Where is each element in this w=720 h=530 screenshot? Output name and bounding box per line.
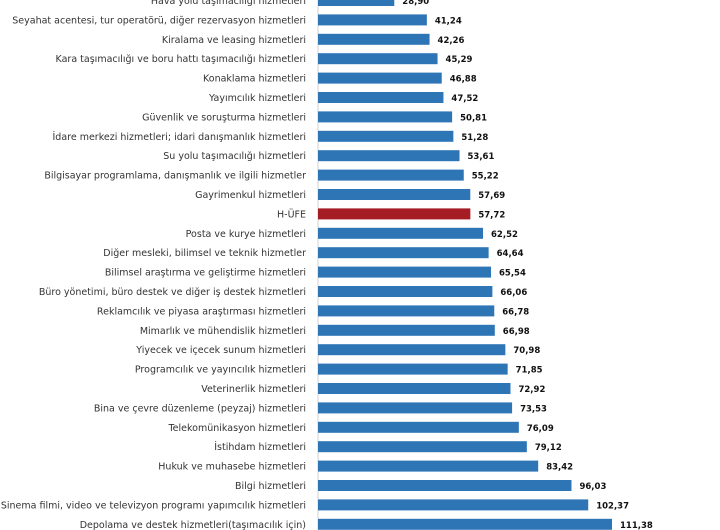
category-label: Büro yönetimi, büro destek ve diğer iş d… xyxy=(39,287,306,298)
value-label: 53,61 xyxy=(468,152,495,162)
category-label: İdare merkezi hizmetleri; idari danışman… xyxy=(52,132,306,143)
category-label: Bina ve çevre düzenleme (peyzaj) hizmetl… xyxy=(94,403,306,414)
value-label: 62,52 xyxy=(491,230,518,240)
bar xyxy=(318,402,513,414)
category-label: Diğer mesleki, bilimsel ve teknik hizmet… xyxy=(103,248,306,259)
value-label: 71,85 xyxy=(516,366,543,376)
category-label: Mimarlık ve mühendislik hizmetleri xyxy=(140,326,306,337)
value-label: 65,54 xyxy=(499,269,526,279)
value-label: 57,72 xyxy=(478,210,505,220)
value-label: 41,24 xyxy=(435,16,462,26)
value-label: 46,88 xyxy=(450,75,477,85)
category-label: Kara taşımacılığı ve boru hattı taşımacı… xyxy=(56,54,306,65)
bar xyxy=(318,266,492,278)
bar xyxy=(318,0,395,6)
value-label: 102,37 xyxy=(596,501,629,511)
value-label: 55,22 xyxy=(472,172,499,182)
value-label: 96,03 xyxy=(579,482,606,492)
bar xyxy=(318,14,427,26)
category-label: Programcılık ve yayıncılık hizmetleri xyxy=(135,365,306,376)
bar xyxy=(318,189,471,200)
category-label: Yayımcılık hizmetleri xyxy=(208,93,306,104)
value-label: 28,90 xyxy=(402,0,429,7)
value-label: 47,52 xyxy=(451,94,478,104)
bar xyxy=(318,305,495,317)
category-label: Konaklama hizmetleri xyxy=(203,74,306,85)
value-label: 111,38 xyxy=(620,521,653,530)
bar xyxy=(318,53,438,65)
value-label: 64,64 xyxy=(497,249,524,259)
value-label: 57,69 xyxy=(478,191,505,201)
value-label: 76,09 xyxy=(527,424,554,434)
category-label: Seyahat acentesi, tur operatörü, diğer r… xyxy=(12,15,306,26)
category-label: Su yolu taşımacılığı hizmetleri xyxy=(163,151,306,162)
bar xyxy=(318,111,453,123)
bar xyxy=(318,460,539,472)
bar xyxy=(318,518,612,530)
category-label: Yiyecek ve içecek sunum hizmetleri xyxy=(135,345,306,356)
bar xyxy=(318,227,484,239)
category-label: Hukuk ve muhasebe hizmetleri xyxy=(158,462,306,473)
bar xyxy=(318,208,471,220)
value-label: 79,12 xyxy=(535,443,562,453)
category-label: Veterinerlik hizmetleri xyxy=(201,384,306,395)
category-label: Depolama ve destek hizmetleri(taşımacılı… xyxy=(80,520,306,530)
value-label: 83,42 xyxy=(546,463,573,473)
bar xyxy=(318,72,442,84)
category-label: Bilimsel araştırma ve geliştirme hizmetl… xyxy=(105,268,306,279)
bar xyxy=(318,383,511,394)
value-label: 70,98 xyxy=(513,346,540,356)
category-label: Reklamcılık ve piyasa araştırması hizmet… xyxy=(97,306,306,317)
value-label: 66,06 xyxy=(500,288,527,298)
category-label: Sinema filmi, video ve televizyon progra… xyxy=(1,500,306,511)
category-label: Bilgi hizmetleri xyxy=(235,481,306,492)
value-label: 72,92 xyxy=(518,385,545,395)
bar xyxy=(318,344,506,356)
category-label: H-ÜFE xyxy=(277,209,306,220)
value-label: 66,78 xyxy=(502,307,529,317)
category-label: Bilgisayar programlama, danışmanlık ve i… xyxy=(44,171,306,182)
category-label: İstihdam hizmetleri xyxy=(214,442,306,453)
value-label: 50,81 xyxy=(460,113,487,123)
bar xyxy=(318,363,508,375)
bar xyxy=(318,286,493,297)
value-label: 66,98 xyxy=(503,327,530,337)
value-label: 73,53 xyxy=(520,404,547,414)
bar xyxy=(318,150,460,162)
bar xyxy=(318,324,495,336)
bar xyxy=(318,130,454,142)
bar xyxy=(318,169,464,181)
value-label: 51,28 xyxy=(461,133,488,143)
bar xyxy=(318,421,519,433)
value-label: 45,29 xyxy=(446,55,473,65)
bar xyxy=(318,33,430,45)
category-label: Güvenlik ve soruşturma hizmetleri xyxy=(142,112,306,123)
bar xyxy=(318,441,527,453)
value-label: 42,26 xyxy=(438,36,465,46)
category-label: Telekomünikasyon hizmetleri xyxy=(167,423,306,434)
category-label: Kiralama ve leasing hizmetleri xyxy=(162,35,306,46)
category-label: Hava yolu taşımacılığı hizmetleri xyxy=(151,0,306,7)
category-label: Posta ve kurye hizmetleri xyxy=(186,229,306,240)
bar xyxy=(318,92,444,103)
bar xyxy=(318,499,589,511)
bar xyxy=(318,247,489,259)
bar xyxy=(318,480,572,491)
category-label: Gayrimenkul hizmetleri xyxy=(195,190,306,201)
